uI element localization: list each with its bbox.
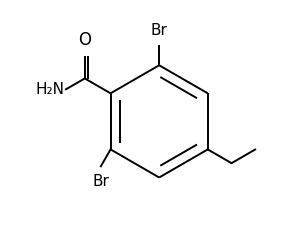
Text: O: O xyxy=(78,31,91,49)
Text: Br: Br xyxy=(151,23,168,38)
Text: H₂N: H₂N xyxy=(35,82,64,97)
Text: Br: Br xyxy=(92,174,109,189)
